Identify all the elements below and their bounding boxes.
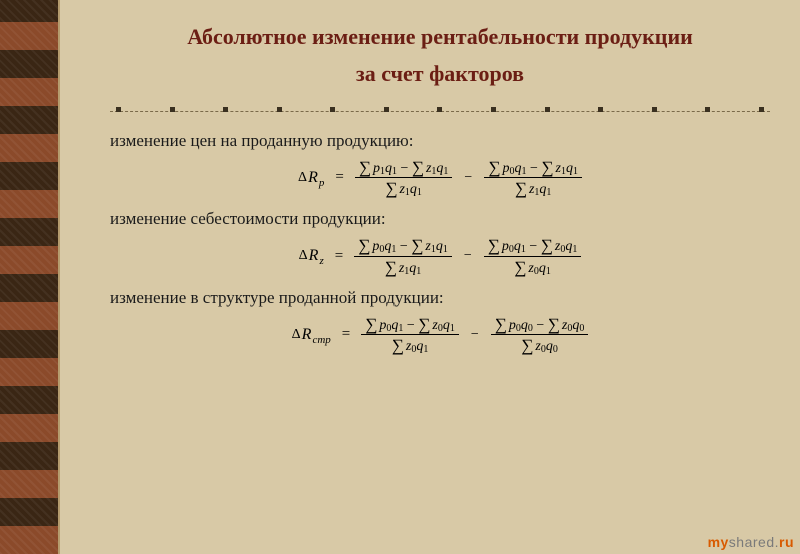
divider-dot [705, 107, 710, 112]
divider-dot [491, 107, 496, 112]
watermark-shared: shared [729, 534, 775, 550]
divider-dot [277, 107, 282, 112]
divider-dot [384, 107, 389, 112]
divider-dot [652, 107, 657, 112]
divider-dot [116, 107, 121, 112]
divider-dots [110, 107, 770, 112]
formula-delta-r-p: ΔRp=∑p1q1 − ∑z1q1∑z1q1−∑p0q1 − ∑z1q1∑z1q… [110, 157, 770, 199]
divider-dot [759, 107, 764, 112]
caption-cost-change: изменение себестоимости продукции: [110, 209, 770, 229]
divider-dot [545, 107, 550, 112]
divider-dot [598, 107, 603, 112]
caption-structure-change: изменение в структуре проданной продукци… [110, 288, 770, 308]
title-line-1: Абсолютное изменение рентабельности прод… [187, 24, 693, 49]
watermark-ru: ru [779, 534, 794, 550]
divider-dot [330, 107, 335, 112]
formula-delta-r-str: ΔRстр=∑p0q1 − ∑z0q1∑z0q1−∑p0q0 − ∑z0q0∑z… [110, 314, 770, 356]
divider-dot [170, 107, 175, 112]
decorative-sidebar [0, 0, 60, 554]
title-divider [110, 107, 770, 117]
formula-delta-r-z: ΔRz=∑p0q1 − ∑z1q1∑z1q1−∑p0q1 − ∑z0q1∑z0q… [110, 235, 770, 277]
slide-title: Абсолютное изменение рентабельности прод… [110, 18, 770, 93]
watermark: myshared.ru [708, 534, 794, 550]
divider-dot [437, 107, 442, 112]
watermark-my: my [708, 534, 729, 550]
divider-dot [223, 107, 228, 112]
slide-content: Абсолютное изменение рентабельности прод… [60, 0, 800, 554]
title-line-2: за счет факторов [356, 61, 524, 86]
caption-price-change: изменение цен на проданную продукцию: [110, 131, 770, 151]
